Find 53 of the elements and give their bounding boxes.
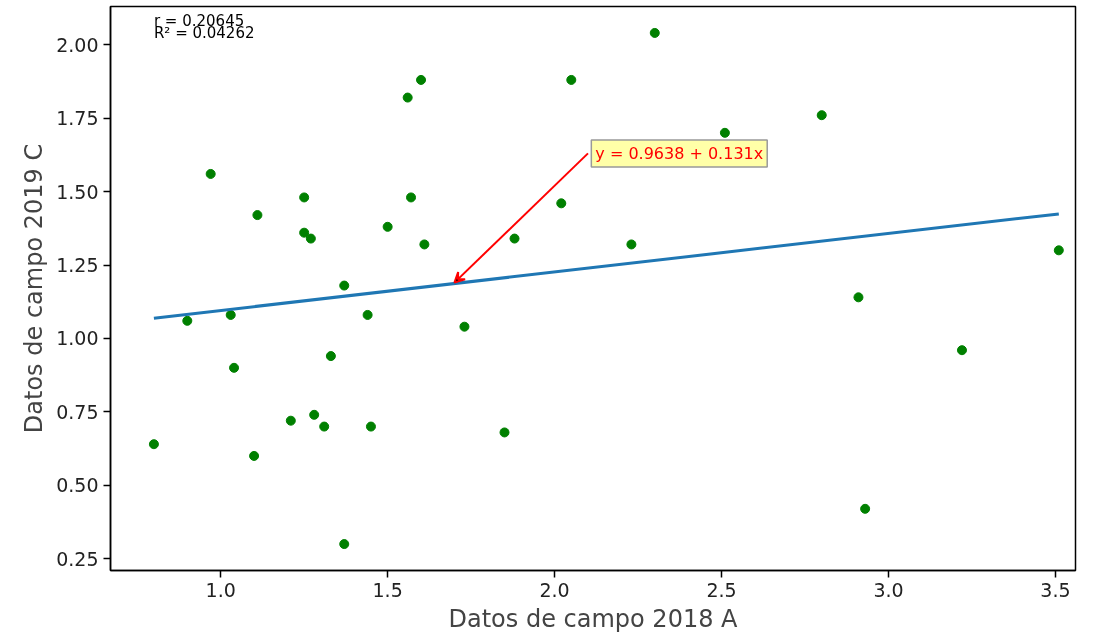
point: [556, 198, 567, 209]
annotation: y = 0.9638 + 0.131x: [595, 143, 764, 163]
y-tick-label: 0.75: [56, 400, 99, 423]
y-tick-label: 1.00: [56, 327, 99, 350]
point: [406, 192, 417, 203]
point: [225, 309, 236, 320]
point: [319, 421, 330, 432]
point: [229, 362, 240, 373]
y-tick-label: 1.50: [56, 180, 99, 203]
point: [339, 280, 350, 291]
point: [853, 292, 864, 303]
x-tick-label: 3.5: [1040, 578, 1071, 601]
point: [365, 421, 376, 432]
point: [305, 233, 316, 244]
point: [860, 503, 871, 514]
point: [249, 450, 260, 461]
point: [649, 27, 660, 38]
point: [339, 539, 350, 550]
point: [325, 351, 336, 362]
point: [252, 210, 263, 221]
point: [148, 439, 159, 450]
x-tick-label: 2.5: [706, 578, 737, 601]
y-tick-label: 1.25: [56, 254, 99, 276]
x-axis-title: Datos de campo 2018 A: [448, 604, 739, 633]
point: [459, 321, 470, 332]
point: [566, 74, 577, 85]
point: [402, 92, 413, 103]
point: [299, 192, 310, 203]
y-tick-label: 2.00: [56, 33, 99, 56]
point: [956, 345, 967, 356]
y-tick-label: 1.75: [56, 107, 99, 130]
x-tick-label: 3.0: [873, 578, 904, 601]
point: [299, 227, 310, 238]
x-tick-label: 1.0: [205, 578, 236, 601]
point: [309, 409, 320, 420]
point: [182, 315, 193, 326]
point: [1053, 245, 1064, 256]
y-tick-label: 0.50: [56, 474, 99, 497]
x-tick-label: 1.5: [372, 578, 403, 601]
x-tick-label: 2.0: [539, 578, 570, 601]
y-tick-label: 0.25: [56, 547, 99, 570]
point: [416, 74, 427, 85]
point: [626, 239, 637, 250]
point: [362, 309, 373, 320]
y-axis-title: Datos de campo 2019 C: [20, 143, 49, 434]
point: [816, 110, 827, 121]
point: [509, 233, 520, 244]
point: [205, 168, 216, 179]
point: [285, 415, 296, 426]
point: [382, 221, 393, 232]
point: [419, 239, 430, 250]
point: [719, 127, 730, 138]
point: [499, 427, 510, 438]
